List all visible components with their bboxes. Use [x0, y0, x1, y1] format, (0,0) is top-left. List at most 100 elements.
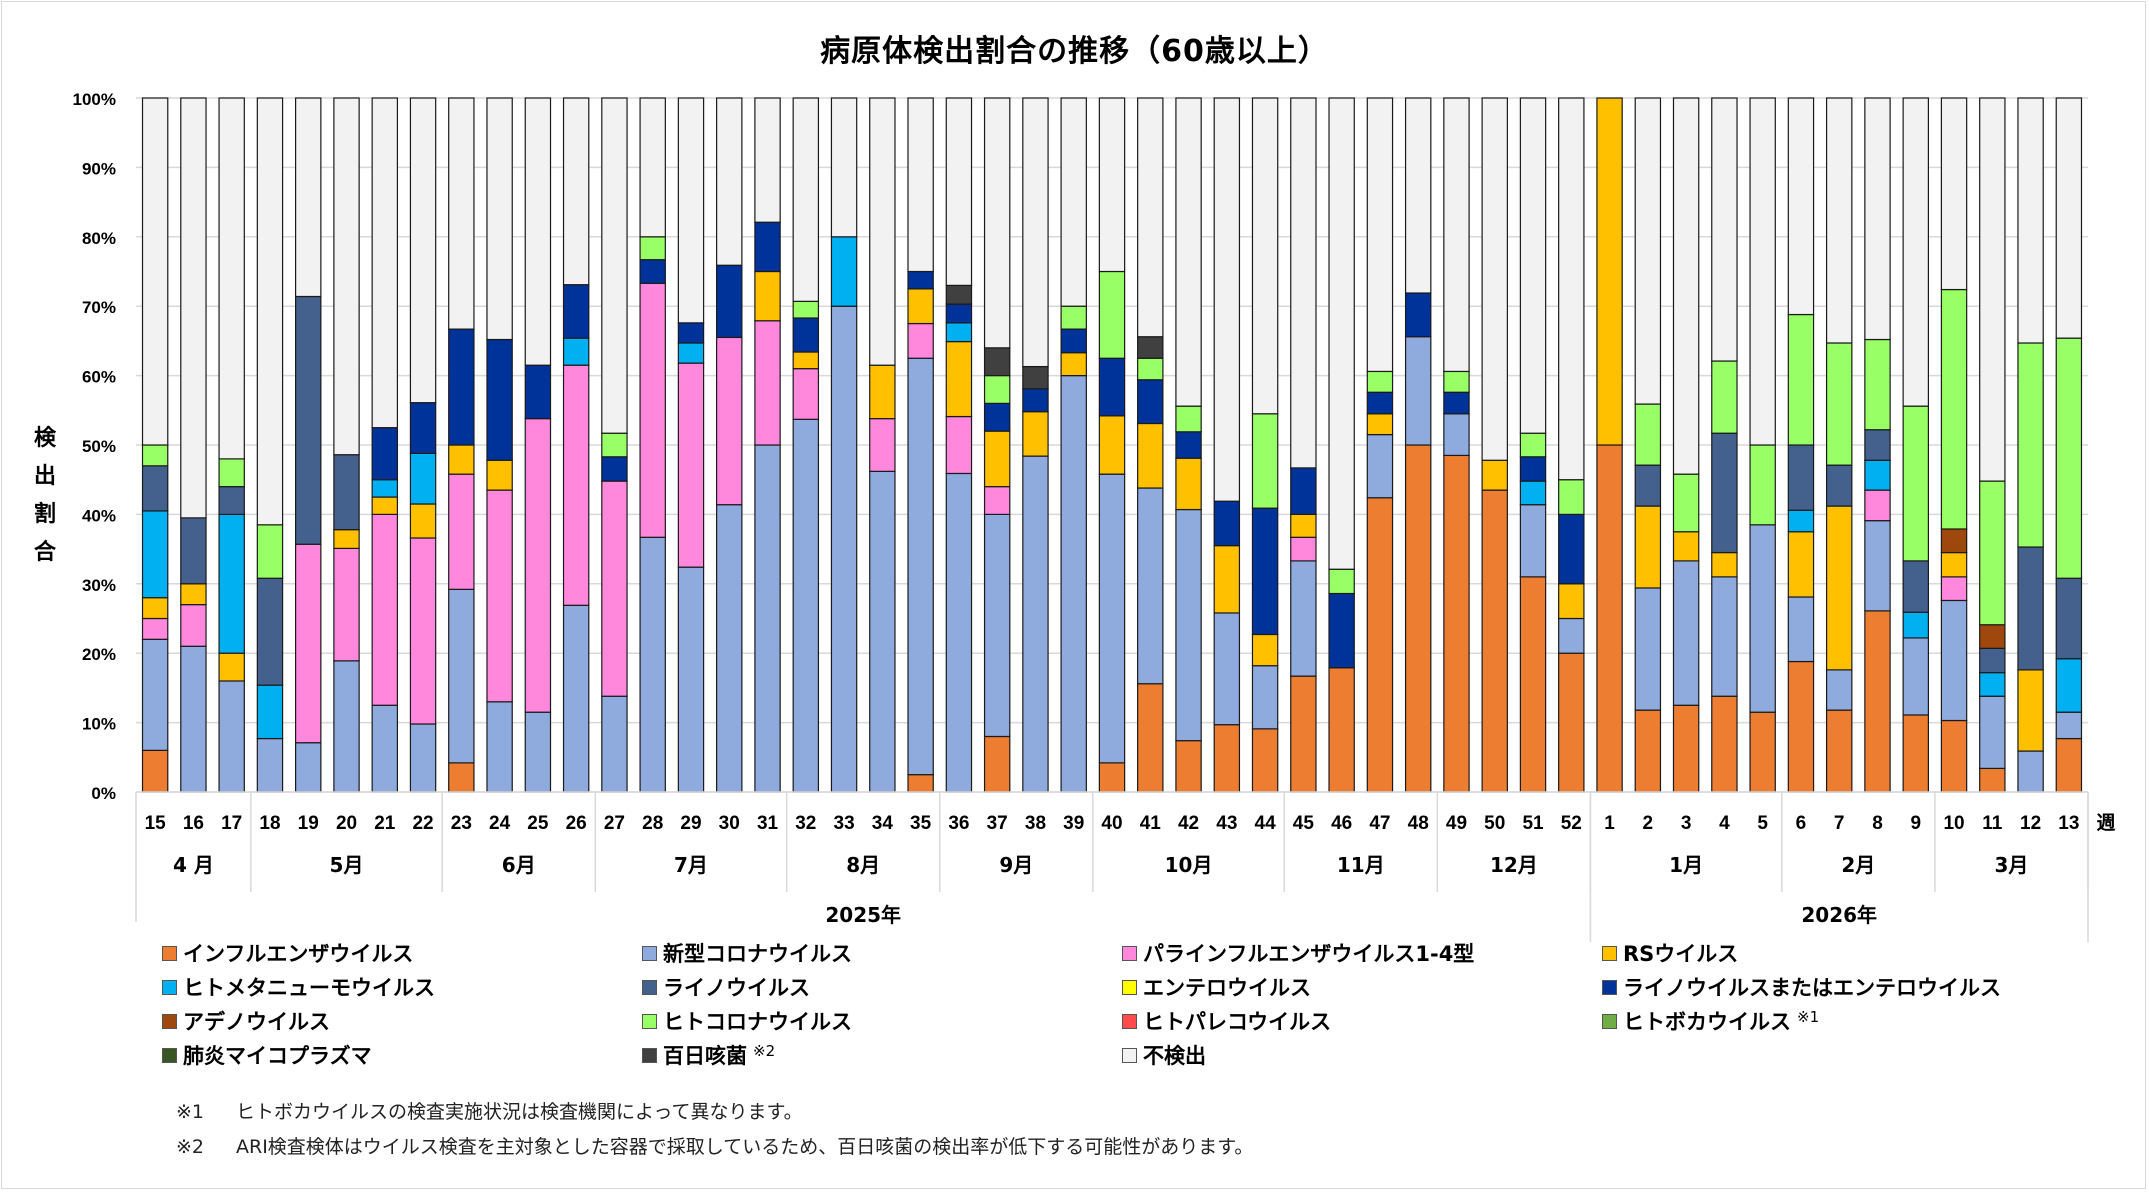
x-tick-label: 35 [910, 813, 932, 834]
x-tick-label: 1 [1604, 813, 1615, 834]
bar-segment [754, 444, 781, 793]
bar-segment [256, 524, 284, 579]
legend-swatch [1122, 945, 1137, 961]
x-tick-label: 38 [1025, 813, 1046, 834]
bar-segment [1060, 305, 1087, 330]
month-label: 12月 [1490, 853, 1538, 877]
bar-segment [1902, 97, 1929, 407]
month-label: 6月 [502, 853, 536, 877]
legend-item: RSウイルス [1602, 938, 1738, 968]
y-tick-label: 50% [82, 437, 116, 456]
bar-segment [1137, 379, 1164, 425]
y-axis-label-char: 検 [33, 426, 56, 451]
bar-segment [256, 684, 284, 740]
legend-label: ヒトボカウイルス [1623, 1010, 1791, 1034]
bar-segment [562, 284, 590, 339]
bar-segment [1175, 508, 1202, 742]
y-tick-label: 70% [82, 298, 116, 317]
legend-footnote-mark: ※2 [753, 1042, 776, 1060]
bar-segment [1022, 97, 1049, 368]
bar-segment [1979, 480, 2006, 626]
bar-segment [141, 749, 169, 793]
bar-segment [907, 322, 934, 359]
bar-segment [1404, 97, 1432, 294]
bar-segment [1749, 524, 1776, 713]
x-tick-label: 32 [795, 813, 816, 834]
bar-segment [218, 97, 245, 460]
bar-segment [486, 338, 513, 461]
legend-item: インフルエンザウイルス [162, 938, 413, 968]
bar-segment [677, 342, 705, 364]
x-tick-label: 27 [604, 813, 625, 834]
x-tick-label: 4 [1719, 813, 1730, 834]
y-tick-label: 30% [82, 576, 116, 595]
legend-item: ヒトパレコウイルス [1122, 1006, 1331, 1036]
bar-segment [1940, 528, 1968, 554]
legend-label: 不検出 [1143, 1044, 1206, 1068]
bar-segment [295, 97, 322, 298]
bar-segment [1864, 338, 1891, 431]
y-tick-label: 10% [82, 715, 116, 734]
bar-segment [1098, 415, 1126, 475]
x-tick-label: 40 [1101, 813, 1122, 834]
bar-segment [1519, 456, 1547, 482]
legend-label: ヒトコロナウイルス [663, 1010, 852, 1034]
bar-segment [1787, 444, 1815, 511]
bar-segment [1443, 370, 1470, 393]
bar-segment [1825, 669, 1853, 711]
bar-segment [295, 543, 322, 744]
x-tick-label: 30 [719, 813, 740, 834]
bar-segment [830, 305, 858, 793]
bar-segment [1825, 97, 1853, 344]
x-tick-label: 2 [1643, 813, 1654, 834]
x-tick-label: 3 [1681, 813, 1692, 834]
legend-label: ヒトパレコウイルス [1143, 1010, 1332, 1034]
bar-segment [1481, 489, 1508, 793]
y-tick-label: 90% [82, 159, 116, 178]
x-tick-label: 46 [1331, 813, 1352, 834]
bar-segment [562, 97, 590, 286]
x-tick-label: 13 [2058, 813, 2079, 834]
bar-segment [1213, 612, 1241, 726]
bar-segment [448, 328, 475, 446]
bar-segment [1443, 391, 1470, 415]
x-tick-label: 28 [642, 813, 663, 834]
bar-segment [830, 236, 858, 307]
x-tick-label: 45 [1293, 813, 1315, 834]
bar-segment [1864, 459, 1891, 491]
bar-segment [141, 510, 169, 599]
bar-segment [295, 742, 322, 793]
year-label: 2025年 [825, 903, 901, 927]
bar-segment [677, 566, 705, 793]
x-tick-label: 31 [757, 813, 779, 834]
bar-segment [792, 317, 820, 353]
bar-segment [639, 536, 666, 793]
bar-segment [1864, 97, 1891, 341]
bar-segment [1098, 357, 1126, 417]
bar-segment [1060, 328, 1087, 354]
bar-segment [1825, 464, 1853, 507]
bar-segment [371, 97, 399, 429]
x-tick-label: 5 [1757, 813, 1768, 834]
bar-segment [945, 303, 973, 324]
bar-segment [1787, 596, 1815, 663]
bar-segment [180, 645, 207, 793]
bar-segment [1558, 97, 1585, 481]
bar-segment [2017, 97, 2044, 344]
x-tick-label: 24 [489, 813, 511, 834]
bar-segment [983, 486, 1011, 516]
bar-segment [907, 270, 934, 290]
bar-segment [1787, 531, 1815, 598]
x-tick-label: 10 [1943, 813, 1964, 834]
bar-segment [371, 513, 399, 706]
x-tick-label: 17 [221, 813, 242, 834]
bar-segment [333, 660, 360, 793]
x-tick-label: 36 [948, 813, 969, 834]
bar-segment [2055, 577, 2083, 660]
bar-segment [1634, 505, 1662, 589]
bar-segment [562, 364, 590, 606]
bar-segment [295, 295, 322, 545]
bar-segment [1366, 497, 1394, 793]
x-tick-label: 19 [298, 813, 319, 834]
legend-item: 肺炎マイコプラズマ [162, 1040, 372, 1070]
